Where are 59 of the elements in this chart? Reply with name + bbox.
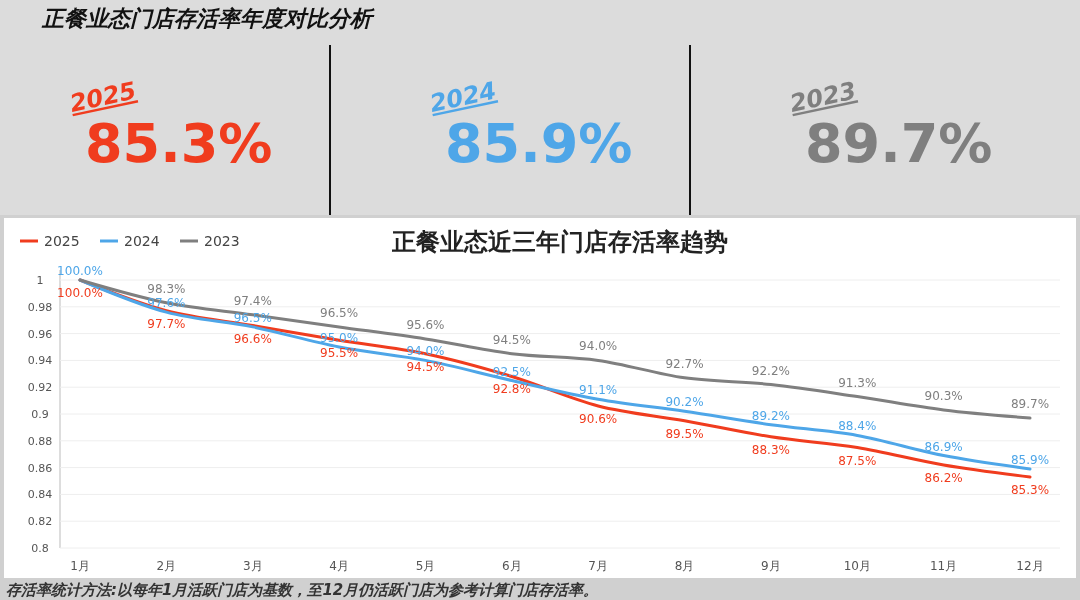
legend-label: 2023 <box>204 233 240 249</box>
data-label: 94.5% <box>406 359 445 374</box>
data-label: 86.9% <box>924 439 963 454</box>
y-tick-label: 0.94 <box>27 354 53 368</box>
legend-label: 2024 <box>124 233 160 249</box>
data-label: 85.3% <box>1010 482 1050 497</box>
data-label: 92.8% <box>492 382 531 397</box>
x-tick-label: 5月 <box>415 559 436 573</box>
data-label: 96.6% <box>233 331 272 346</box>
data-label: 96.5% <box>320 305 359 320</box>
x-tick-label: 3月 <box>242 559 263 573</box>
data-label: 88.3% <box>751 442 790 457</box>
data-label: 89.2% <box>751 408 790 423</box>
x-tick-label: 9月 <box>761 559 781 573</box>
data-label: 94.0% <box>579 339 618 354</box>
text: 存活率统计方法:以每年1月活跃门店为基数，至12月仍活跃门店为参考计算门店存活率。 <box>6 581 599 599</box>
x-tick-label: 1月 <box>70 559 90 573</box>
x-tick-label: 12月 <box>1016 559 1044 573</box>
data-label: 86.2% <box>924 470 963 485</box>
x-tick-label: 2月 <box>156 559 177 573</box>
data-label: 90.3% <box>924 388 963 403</box>
data-label: 87.5% <box>838 453 877 468</box>
legend-label: 2025 <box>44 233 80 249</box>
y-tick-label: 0.8 <box>31 542 49 555</box>
y-tick-label: 1 <box>36 274 44 287</box>
x-tick-label: 7月 <box>588 559 608 573</box>
x-tick-label: 10月 <box>843 559 871 573</box>
data-label: 95.5% <box>320 346 359 361</box>
chart-title: 正餐业态近三年门店存活率趋势 <box>391 228 728 256</box>
y-tick-label: 0.88 <box>27 434 53 448</box>
data-label: 98.3% <box>147 281 186 296</box>
data-label: 91.3% <box>838 375 877 390</box>
data-label: 89.7% <box>1010 397 1050 412</box>
y-tick-label: 0.98 <box>27 300 53 314</box>
data-label: 90.2% <box>665 395 704 410</box>
y-tick-label: 0.84 <box>27 488 53 502</box>
data-label: 89.5% <box>665 426 704 441</box>
data-label: 100.0% <box>57 264 103 278</box>
data-label: 85.9% <box>1010 452 1050 467</box>
y-tick-label: 0.86 <box>27 461 53 475</box>
data-label: 91.1% <box>579 383 618 398</box>
y-tick-label: 0.96 <box>27 327 53 341</box>
x-tick-label: 6月 <box>502 559 522 573</box>
text: 正餐业态门店存活率年度对比分析 <box>41 6 375 31</box>
x-tick-label: 4月 <box>329 559 349 573</box>
data-label: 97.4% <box>233 293 272 308</box>
data-label: 92.7% <box>665 356 704 371</box>
x-tick-label: 8月 <box>674 559 695 573</box>
data-label: 90.6% <box>579 411 618 426</box>
y-tick-label: 0.9 <box>31 408 49 421</box>
data-label: 92.2% <box>751 363 790 378</box>
data-label: 100.0% <box>57 286 103 300</box>
data-label: 88.4% <box>838 419 877 434</box>
data-label: 95.6% <box>406 317 445 332</box>
data-label: 97.7% <box>147 316 186 331</box>
data-label: 94.5% <box>492 332 531 347</box>
x-tick-label: 11月 <box>930 559 958 573</box>
y-tick-label: 0.82 <box>27 515 53 529</box>
y-tick-label: 0.92 <box>27 381 53 395</box>
